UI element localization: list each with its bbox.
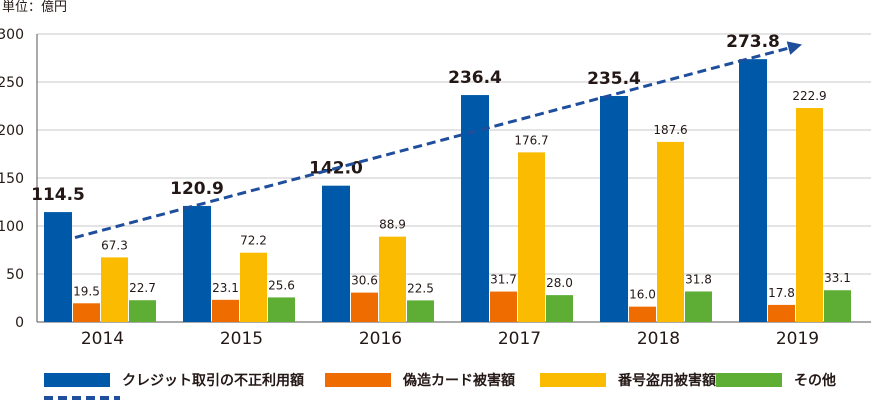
bar-fraud-total-2019 [739,59,767,322]
value-label-counterfeit-2015: 23.1 [212,281,239,295]
value-label-other-2014: 22.7 [129,281,156,295]
bar-counterfeit-2016 [351,292,378,322]
y-axis-ticks: 0 50 100 150 200 250 300 [0,27,24,331]
legend-swatch-other [716,373,782,387]
bar-other-2016 [407,300,434,322]
value-labels: 114.519.567.322.7120.923.172.225.6142.03… [31,32,851,301]
y-tick-label-100: 100 [0,219,24,235]
value-label-counterfeit-2014: 19.5 [73,284,100,298]
value-label-number-theft-2017: 176.7 [514,133,548,147]
value-label-other-2018: 31.8 [685,272,712,286]
legend-swatch-number-theft [540,373,606,387]
legend-label-counterfeit: 偽造カード被害額 [403,373,515,389]
y-tick-label-300: 300 [0,27,24,43]
x-tick-label-2014: 2014 [81,329,124,349]
x-tick-label-2019: 2019 [776,329,819,349]
value-label-counterfeit-2019: 17.8 [768,286,795,300]
bars [44,59,851,323]
legend-item-counterfeit: 偽造カード被害額 [325,372,515,389]
trend-arrow [74,41,802,239]
bar-fraud-total-2014 [44,212,72,322]
bar-number-theft-2017 [518,152,545,322]
x-tick-label-2015: 2015 [220,329,263,349]
bar-chart: 0 50 100 150 200 250 300 114.5 19.5 67.3 22.7 120.… [0,27,871,349]
bar-other-2017 [546,295,573,322]
value-label-counterfeit-2018: 16.0 [629,288,656,302]
bar-number-theft-2015 [240,252,267,322]
value-label-number-theft-2018: 187.6 [653,123,687,137]
bar-fraud-total-2018 [600,96,628,323]
legend-swatch-counterfeit [325,373,391,387]
bar-counterfeit-2018 [629,306,656,322]
value-label-fraud-total-2019: 273.8 [726,32,780,52]
bar-other-2018 [685,291,712,322]
value-label-other-2016: 22.5 [407,281,434,295]
bar-fraud-total-2016 [322,185,350,322]
legend-swatch-fraud-total [44,373,110,387]
x-tick-label-2016: 2016 [359,329,402,349]
bar-number-theft-2016 [379,236,406,322]
y-tick-label-0: 0 [15,315,24,331]
legend-item-other: その他 [716,372,836,389]
bar-counterfeit-2015 [212,299,239,322]
x-axis-ticks: 2014 2015 2016 2017 2018 2019 [81,329,819,349]
bar-fraud-total-2015 [183,205,211,322]
value-label-fraud-total-2014: 114.5 [31,185,85,205]
value-label-number-theft-2014: 67.3 [101,238,128,252]
value-label-other-2019: 33.1 [824,271,851,285]
x-tick-label-2017: 2017 [498,329,541,349]
value-label-number-theft-2016: 88.9 [379,218,406,232]
bar-other-2015 [268,297,295,322]
value-label-fraud-total-2018: 235.4 [587,69,641,89]
legend: クレジット取引の不正利用額 偽造カード被害額 番号盗用被害額 その他 [0,370,878,400]
x-tick-label-2018: 2018 [637,329,680,349]
bar-number-theft-2019 [796,108,823,323]
bar-number-theft-2014 [101,257,128,322]
grid-lines [36,33,871,323]
value-label-number-theft-2019: 222.9 [792,89,826,103]
unit-label: 単位：億円 [2,0,68,15]
legend-item-number-theft: 番号盗用被害額 [540,372,716,389]
value-label-number-theft-2015: 72.2 [240,234,267,248]
bar-other-2014 [129,300,156,322]
y-tick-label-200: 200 [0,123,24,139]
legend-item-fraud-total: クレジット取引の不正利用額 [44,372,304,389]
trend-line [74,46,789,239]
trend-arrowhead [786,41,802,55]
y-tick-label-150: 150 [0,171,24,187]
legend-label-other: その他 [794,373,836,389]
value-label-fraud-total-2017: 236.4 [448,68,502,88]
value-label-other-2017: 28.0 [546,276,573,290]
bar-counterfeit-2019 [768,304,795,322]
bar-other-2019 [824,290,851,322]
value-label-counterfeit-2017: 31.7 [490,273,517,287]
value-label-counterfeit-2016: 30.6 [351,274,378,288]
legend-label-fraud-total: クレジット取引の不正利用額 [122,373,304,389]
bar-counterfeit-2014 [73,303,100,322]
legend-label-number-theft: 番号盗用被害額 [618,373,716,389]
bar-counterfeit-2017 [490,291,517,322]
y-tick-label-250: 250 [0,75,24,91]
bar-number-theft-2018 [657,141,684,322]
value-label-other-2015: 25.6 [268,278,295,292]
y-tick-label-50: 50 [6,267,24,283]
legend-trend-dash [44,396,120,400]
value-label-fraud-total-2015: 120.9 [170,179,224,199]
